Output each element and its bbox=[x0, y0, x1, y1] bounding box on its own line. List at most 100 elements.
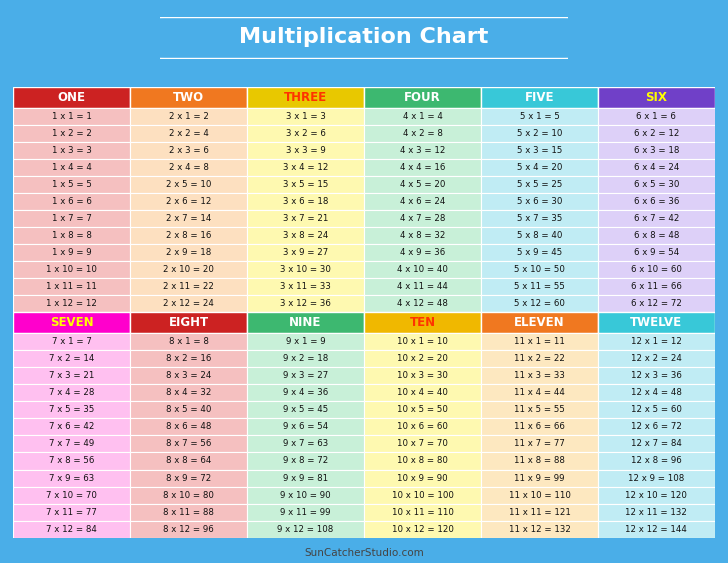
Bar bbox=[130, 435, 247, 453]
Text: 4 x 5 = 20: 4 x 5 = 20 bbox=[400, 180, 445, 189]
Bar bbox=[481, 350, 598, 367]
Bar bbox=[598, 470, 715, 486]
Text: 6 x 6 = 36: 6 x 6 = 36 bbox=[634, 197, 679, 206]
Text: 2 x 6 = 12: 2 x 6 = 12 bbox=[166, 197, 211, 206]
Bar bbox=[481, 296, 598, 312]
Text: THREE: THREE bbox=[284, 91, 327, 104]
Text: 7 x 4 = 28: 7 x 4 = 28 bbox=[49, 388, 94, 397]
Bar bbox=[13, 367, 130, 385]
Bar bbox=[13, 503, 130, 521]
Bar bbox=[13, 312, 130, 333]
Text: 1 x 4 = 4: 1 x 4 = 4 bbox=[52, 163, 92, 172]
Bar bbox=[481, 142, 598, 159]
Text: 12 x 10 = 120: 12 x 10 = 120 bbox=[625, 490, 687, 499]
Text: 2 x 2 = 4: 2 x 2 = 4 bbox=[169, 129, 208, 138]
Bar bbox=[598, 142, 715, 159]
Text: 2 x 5 = 10: 2 x 5 = 10 bbox=[166, 180, 211, 189]
Text: 11 x 6 = 66: 11 x 6 = 66 bbox=[514, 422, 565, 431]
Bar bbox=[598, 296, 715, 312]
Bar bbox=[364, 142, 481, 159]
Text: 3 x 4 = 12: 3 x 4 = 12 bbox=[283, 163, 328, 172]
Text: 8 x 4 = 32: 8 x 4 = 32 bbox=[166, 388, 211, 397]
Text: 8 x 1 = 8: 8 x 1 = 8 bbox=[169, 337, 208, 346]
Bar bbox=[481, 333, 598, 350]
Text: 11 x 3 = 33: 11 x 3 = 33 bbox=[514, 371, 565, 380]
Text: 6 x 3 = 18: 6 x 3 = 18 bbox=[634, 146, 679, 155]
Bar bbox=[13, 176, 130, 193]
Text: 2 x 4 = 8: 2 x 4 = 8 bbox=[169, 163, 208, 172]
Text: 1 x 1 = 1: 1 x 1 = 1 bbox=[52, 112, 92, 121]
Bar bbox=[598, 312, 715, 333]
Text: 9 x 4 = 36: 9 x 4 = 36 bbox=[283, 388, 328, 397]
Bar bbox=[481, 367, 598, 385]
Text: 11 x 4 = 44: 11 x 4 = 44 bbox=[514, 388, 565, 397]
Text: 1 x 10 = 10: 1 x 10 = 10 bbox=[46, 265, 97, 274]
Bar bbox=[13, 486, 130, 503]
Text: 4 x 7 = 28: 4 x 7 = 28 bbox=[400, 215, 445, 224]
Text: 5 x 3 = 15: 5 x 3 = 15 bbox=[517, 146, 562, 155]
Text: 2 x 12 = 24: 2 x 12 = 24 bbox=[163, 300, 214, 309]
Bar bbox=[247, 261, 364, 278]
Bar bbox=[598, 244, 715, 261]
Text: 8 x 10 = 80: 8 x 10 = 80 bbox=[163, 490, 214, 499]
Text: 8 x 8 = 64: 8 x 8 = 64 bbox=[166, 457, 211, 466]
Text: 3 x 6 = 18: 3 x 6 = 18 bbox=[283, 197, 328, 206]
Text: 12 x 7 = 84: 12 x 7 = 84 bbox=[631, 440, 682, 449]
Bar bbox=[247, 142, 364, 159]
Text: 4 x 1 = 4: 4 x 1 = 4 bbox=[403, 112, 443, 121]
Text: 3 x 8 = 24: 3 x 8 = 24 bbox=[283, 231, 328, 240]
Bar bbox=[598, 108, 715, 125]
Bar bbox=[364, 367, 481, 385]
Bar bbox=[247, 503, 364, 521]
Bar bbox=[481, 108, 598, 125]
Text: 8 x 7 = 56: 8 x 7 = 56 bbox=[166, 440, 211, 449]
Text: 1 x 2 = 2: 1 x 2 = 2 bbox=[52, 129, 92, 138]
Bar bbox=[364, 261, 481, 278]
Text: 1 x 5 = 5: 1 x 5 = 5 bbox=[52, 180, 92, 189]
Bar bbox=[481, 470, 598, 486]
Text: 10 x 11 = 110: 10 x 11 = 110 bbox=[392, 508, 454, 517]
Bar bbox=[598, 261, 715, 278]
Text: 10 x 2 = 20: 10 x 2 = 20 bbox=[397, 354, 448, 363]
Text: 12 x 2 = 24: 12 x 2 = 24 bbox=[631, 354, 682, 363]
Text: 12 x 9 = 108: 12 x 9 = 108 bbox=[628, 473, 684, 482]
Text: 3 x 3 = 9: 3 x 3 = 9 bbox=[285, 146, 325, 155]
Bar bbox=[130, 125, 247, 142]
Bar bbox=[130, 401, 247, 418]
Text: 7 x 6 = 42: 7 x 6 = 42 bbox=[49, 422, 94, 431]
Bar bbox=[481, 385, 598, 401]
Bar bbox=[130, 418, 247, 435]
Text: 9 x 3 = 27: 9 x 3 = 27 bbox=[283, 371, 328, 380]
Text: Multiplication Chart: Multiplication Chart bbox=[240, 27, 488, 47]
Bar bbox=[364, 108, 481, 125]
Bar bbox=[130, 312, 247, 333]
Bar bbox=[13, 521, 130, 538]
Bar bbox=[364, 503, 481, 521]
Text: 2 x 11 = 22: 2 x 11 = 22 bbox=[163, 283, 214, 292]
Bar bbox=[13, 278, 130, 296]
Text: 12 x 3 = 36: 12 x 3 = 36 bbox=[631, 371, 682, 380]
Bar bbox=[481, 503, 598, 521]
Text: TWELVE: TWELVE bbox=[630, 316, 682, 329]
Bar bbox=[13, 244, 130, 261]
Text: 3 x 12 = 36: 3 x 12 = 36 bbox=[280, 300, 331, 309]
Bar bbox=[247, 418, 364, 435]
Text: 2 x 3 = 6: 2 x 3 = 6 bbox=[169, 146, 208, 155]
Bar bbox=[247, 333, 364, 350]
Bar bbox=[13, 385, 130, 401]
Bar bbox=[481, 210, 598, 227]
Text: 10 x 4 = 40: 10 x 4 = 40 bbox=[397, 388, 448, 397]
Bar bbox=[481, 278, 598, 296]
Bar bbox=[130, 385, 247, 401]
Text: 8 x 3 = 24: 8 x 3 = 24 bbox=[166, 371, 211, 380]
Bar bbox=[598, 435, 715, 453]
Text: 5 x 9 = 45: 5 x 9 = 45 bbox=[517, 248, 562, 257]
Bar bbox=[481, 176, 598, 193]
Text: 1 x 8 = 8: 1 x 8 = 8 bbox=[52, 231, 92, 240]
Bar bbox=[364, 312, 481, 333]
Text: 7 x 10 = 70: 7 x 10 = 70 bbox=[46, 490, 97, 499]
Bar bbox=[130, 521, 247, 538]
Bar bbox=[130, 261, 247, 278]
Bar bbox=[481, 87, 598, 108]
Text: 9 x 1 = 9: 9 x 1 = 9 bbox=[285, 337, 325, 346]
